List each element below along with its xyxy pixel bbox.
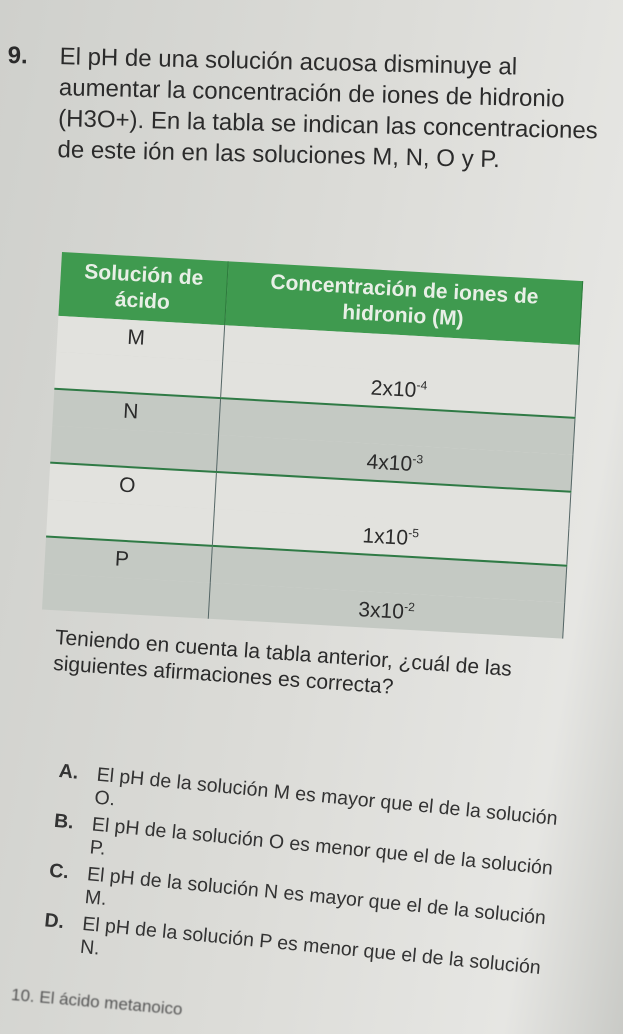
- question-number: 9.: [7, 41, 28, 70]
- question-9: 9. El pH de una solución acuosa disminuy…: [5, 40, 608, 178]
- concentration-table: Solución de ácido Concentración de iones…: [42, 252, 583, 639]
- header-solution: Solución de ácido: [58, 252, 229, 326]
- question-text: El pH de una solución acuosa disminuye a…: [57, 43, 599, 174]
